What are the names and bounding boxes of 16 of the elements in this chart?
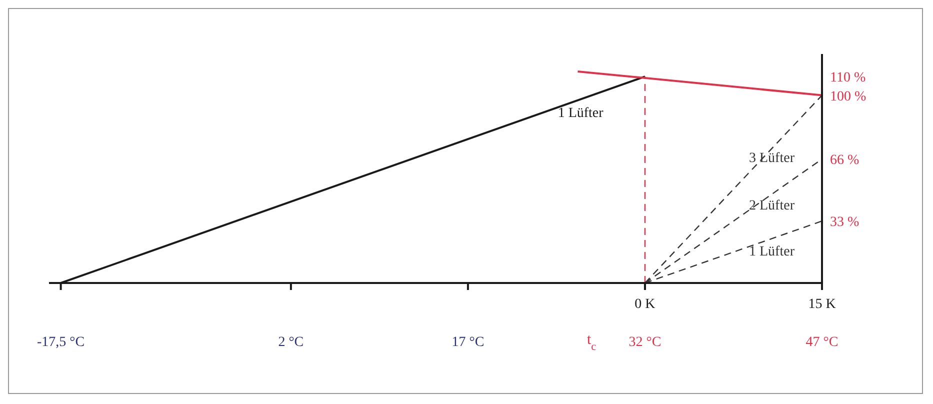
x-tick-label: 47 °C (806, 335, 838, 350)
x-tick-label: 17 °C (452, 335, 484, 350)
series-label: 3 Lüfter (749, 150, 795, 166)
y-tick-label: 100 % (830, 89, 866, 104)
series-label: 1 Lüfter (749, 244, 795, 260)
x2-tick-label: 15 K (808, 297, 836, 312)
series-label: 1 Lüfter (558, 106, 604, 121)
y-tick-label: 33 % (830, 215, 860, 230)
x-tick-label: -17,5 °C (36, 335, 85, 350)
x-axis-title: t$_{c}$ (586, 332, 596, 353)
x-tick-label: 2 °C (278, 335, 304, 350)
series-label: 2 Lüfter (749, 198, 795, 214)
x2-tick-label: 0 K (634, 297, 656, 312)
x-tick-label: 32 °C (628, 335, 662, 350)
y-tick-label: 66 % (830, 153, 860, 168)
y-tick-label: 110 % (830, 70, 866, 86)
